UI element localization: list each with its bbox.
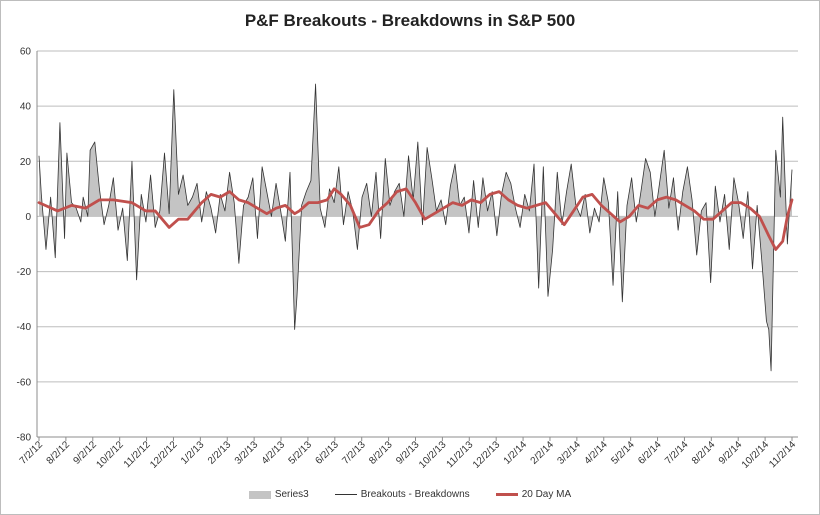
x-tick-label: 11/2/13 bbox=[445, 439, 476, 470]
breakouts-breakdowns-layer bbox=[38, 83, 793, 372]
x-tick-label: 3/2/13 bbox=[233, 439, 261, 467]
legend-swatch-ma bbox=[495, 493, 518, 496]
y-tick-label: 0 bbox=[25, 212, 31, 223]
x-tick-label: 8/2/14 bbox=[690, 439, 718, 467]
x-tick-label: 5/2/13 bbox=[287, 439, 315, 467]
x-tick-label: 7/2/14 bbox=[663, 439, 691, 467]
series3-area-layer bbox=[39, 84, 792, 371]
y-tick-label: 20 bbox=[20, 157, 32, 168]
x-tick-label: 2/2/13 bbox=[206, 439, 234, 467]
legend-label-breakouts: Breakouts - Breakdowns bbox=[360, 489, 470, 500]
x-tick-label: 1/2/14 bbox=[502, 439, 530, 467]
legend-swatch-area bbox=[248, 490, 271, 499]
x-tick-label: 6/2/14 bbox=[636, 439, 664, 467]
moving-average-line bbox=[37, 187, 794, 251]
x-tick-label: 8/2/13 bbox=[367, 439, 395, 467]
y-tick-label: 40 bbox=[20, 102, 32, 113]
moving-average-layer bbox=[37, 187, 794, 251]
x-tick-label: 5/2/14 bbox=[609, 439, 637, 467]
legend-swatch-line bbox=[334, 494, 357, 495]
x-tick-label: 2/2/14 bbox=[529, 439, 557, 467]
legend-item-breakouts: Breakouts - Breakdowns bbox=[334, 489, 470, 500]
x-tick-label: 10/2/12 bbox=[94, 439, 126, 471]
x-tick-label: 4/2/13 bbox=[260, 439, 288, 467]
y-tick-label: 60 bbox=[20, 47, 32, 58]
x-tick-label: 11/2/14 bbox=[767, 439, 798, 470]
x-tick-label: 8/2/12 bbox=[45, 439, 73, 467]
x-tick-label: 12/2/13 bbox=[471, 439, 503, 471]
x-tick-label: 10/2/13 bbox=[417, 439, 449, 471]
y-tick-label: -80 bbox=[17, 433, 32, 444]
x-tick-label: 10/2/14 bbox=[740, 439, 772, 471]
y-tick-label: -40 bbox=[17, 322, 32, 333]
gridlines bbox=[37, 50, 798, 438]
x-tick-label: 12/2/12 bbox=[148, 439, 180, 471]
x-tick-label: 11/2/12 bbox=[122, 439, 153, 470]
legend-item-ma: 20 Day MA bbox=[495, 489, 572, 500]
x-tick-label: 6/2/13 bbox=[313, 439, 341, 467]
legend: Series3 Breakouts - Breakdowns 20 Day MA bbox=[1, 489, 819, 500]
breakouts-breakdowns-line bbox=[38, 83, 793, 372]
x-tick-label: 3/2/14 bbox=[556, 439, 584, 467]
chart-title: P&F Breakouts - Breakdowns in S&P 500 bbox=[244, 11, 576, 30]
y-tick-label: -20 bbox=[17, 267, 32, 278]
legend-label-ma: 20 Day MA bbox=[521, 489, 572, 500]
y-tick-label: -60 bbox=[17, 377, 32, 388]
x-tick-label: 7/2/13 bbox=[340, 439, 368, 467]
series3-area bbox=[39, 84, 792, 371]
legend-label-series3: Series3 bbox=[274, 489, 309, 500]
x-tick-label: 1/2/13 bbox=[179, 439, 207, 467]
legend-item-series3: Series3 bbox=[248, 489, 309, 500]
x-tick-label: 4/2/14 bbox=[582, 439, 610, 467]
